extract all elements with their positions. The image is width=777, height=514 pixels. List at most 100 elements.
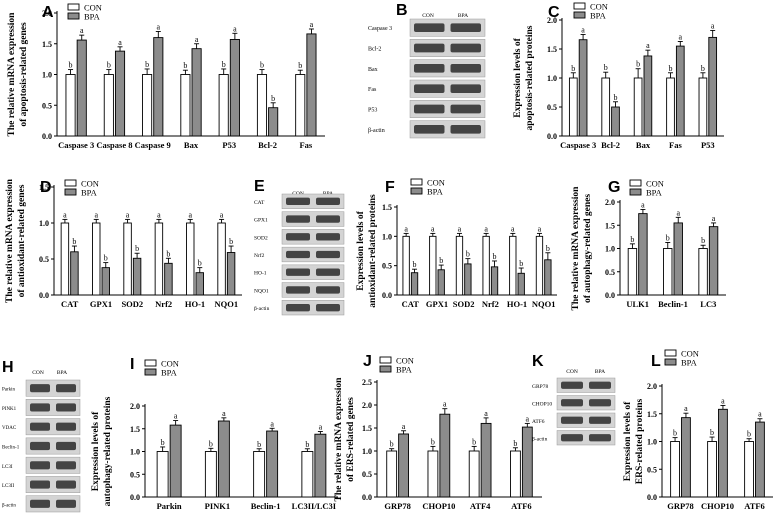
significance-letter: b bbox=[701, 236, 705, 245]
bar-con bbox=[468, 450, 480, 498]
y-tick-label: 2.0 bbox=[130, 402, 140, 411]
significance-letter: a bbox=[94, 210, 98, 219]
panel-letter: I bbox=[130, 356, 134, 373]
y-axis-label: of ERS-related genes bbox=[346, 397, 356, 482]
x-tick-label: P53 bbox=[222, 140, 236, 150]
bar-con bbox=[455, 235, 464, 296]
x-tick-label: HO-1 bbox=[507, 299, 527, 309]
y-axis-label: Expression levels of bbox=[513, 37, 523, 117]
bar-bpa bbox=[226, 252, 236, 296]
y-axis-label: Expression levels of bbox=[356, 210, 366, 290]
x-tick-label: CAT bbox=[402, 299, 420, 309]
x-tick-label: Caspase 9 bbox=[135, 140, 171, 150]
bar-bpa bbox=[229, 38, 240, 137]
x-tick-label: GRP78 bbox=[384, 501, 410, 511]
significance-letter: b bbox=[145, 60, 149, 69]
y-tick-label: 0.5 bbox=[39, 255, 49, 264]
x-tick-label: Caspase 8 bbox=[96, 140, 132, 150]
bar-bpa bbox=[681, 417, 691, 498]
significance-letter: b bbox=[198, 259, 202, 268]
blot-band-bpa bbox=[56, 461, 76, 470]
blot-row-label: HO-1 bbox=[254, 271, 267, 277]
bar-con bbox=[698, 248, 708, 296]
blot-band-bpa bbox=[450, 104, 481, 114]
blot-band-bpa bbox=[316, 215, 340, 223]
panel-letter: K bbox=[532, 353, 544, 370]
panel-letter: B bbox=[396, 2, 408, 19]
legend-swatch-bpa bbox=[664, 358, 677, 366]
significance-letter: a bbox=[721, 396, 725, 405]
significance-letter: b bbox=[546, 244, 550, 253]
legend-swatch-bpa bbox=[67, 12, 80, 20]
blot-lane-label: BPA bbox=[57, 370, 67, 376]
legend-swatch-bpa bbox=[629, 188, 642, 196]
y-tick-label: 0.0 bbox=[547, 132, 557, 141]
x-tick-label: ATF4 bbox=[470, 501, 491, 511]
blot-band-con bbox=[30, 422, 50, 431]
legend-swatch-con bbox=[144, 359, 157, 367]
legend-swatch-con bbox=[629, 179, 642, 187]
blot-band-con bbox=[30, 403, 50, 412]
x-tick-label: ULK1 bbox=[626, 299, 649, 309]
panel-letter: F bbox=[385, 179, 395, 196]
y-axis-label: apoptosis-related proteins bbox=[525, 25, 535, 130]
blot-band-bpa bbox=[316, 303, 340, 312]
blot-lane-label: BPA bbox=[595, 369, 605, 375]
bar-bpa bbox=[191, 48, 202, 137]
blot-band-bpa bbox=[316, 233, 340, 241]
y-tick-label: 1.5 bbox=[39, 183, 49, 192]
western-blot-panel-B: B CON BPA Caspase 3 Bcl-2 Bax Fas P53 β-actin bbox=[368, 2, 486, 139]
significance-letter: b bbox=[260, 61, 264, 70]
bar-con bbox=[154, 222, 164, 296]
significance-letter: b bbox=[69, 61, 73, 70]
y-axis-label: antioxidant-related proteins bbox=[368, 194, 378, 308]
legend-swatch-con bbox=[573, 2, 586, 10]
significance-letter: a bbox=[174, 412, 178, 421]
chart-panel-D: D The relative mRNA expression of antioxid… bbox=[5, 178, 242, 309]
significance-letter: a bbox=[646, 41, 650, 50]
bar-bpa bbox=[195, 272, 204, 296]
significance-letter: a bbox=[188, 210, 192, 219]
blot-band-bpa bbox=[589, 434, 611, 442]
x-tick-label: Fas bbox=[669, 140, 682, 150]
x-tick-label: ATF6 bbox=[511, 501, 532, 511]
significance-letter: a bbox=[712, 214, 716, 223]
blot-row-label: β-actin bbox=[532, 436, 548, 442]
significance-letter: b bbox=[166, 249, 170, 258]
blot-row-label: SOD2 bbox=[254, 235, 268, 241]
blot-band-con bbox=[561, 434, 583, 442]
blot-row-label: GPX1 bbox=[254, 218, 268, 224]
y-tick-label: 1.0 bbox=[382, 232, 392, 241]
bar-con bbox=[186, 222, 195, 296]
bar-con bbox=[601, 77, 611, 137]
x-tick-label: GPX1 bbox=[426, 299, 448, 309]
bar-bpa bbox=[673, 222, 683, 296]
significance-letter: b bbox=[257, 440, 261, 449]
bar-con bbox=[253, 451, 266, 498]
y-axis-label: The relative mRNA expression bbox=[571, 186, 581, 311]
bar-bpa bbox=[217, 420, 230, 498]
blot-band-con bbox=[414, 64, 445, 73]
y-tick-label: 1.0 bbox=[39, 219, 49, 228]
blot-band-bpa bbox=[450, 43, 481, 53]
legend-label: CON bbox=[427, 178, 445, 188]
legend-swatch-bpa bbox=[64, 188, 77, 196]
significance-letter: b bbox=[161, 438, 165, 447]
blot-band-con bbox=[561, 381, 583, 389]
legend-label: BPA bbox=[396, 365, 413, 375]
significance-letter: b bbox=[390, 440, 394, 449]
bar-bpa bbox=[521, 426, 533, 498]
bar-bpa bbox=[638, 213, 648, 296]
x-tick-label: CHOP10 bbox=[701, 501, 734, 511]
significance-letter: b bbox=[673, 429, 677, 438]
legend-label: BPA bbox=[84, 12, 101, 22]
significance-letter: a bbox=[319, 422, 323, 431]
y-tick-label: 0.5 bbox=[362, 470, 372, 479]
legend-label: BPA bbox=[590, 11, 607, 21]
significance-letter: a bbox=[195, 35, 199, 44]
significance-letter: a bbox=[220, 210, 224, 219]
significance-letter: b bbox=[104, 254, 108, 263]
chart-panel-J: J The relative mRNA expression of ERS-rela… bbox=[334, 353, 542, 511]
significance-letter: b bbox=[222, 60, 226, 69]
y-tick-label: 2.5 bbox=[362, 378, 372, 387]
